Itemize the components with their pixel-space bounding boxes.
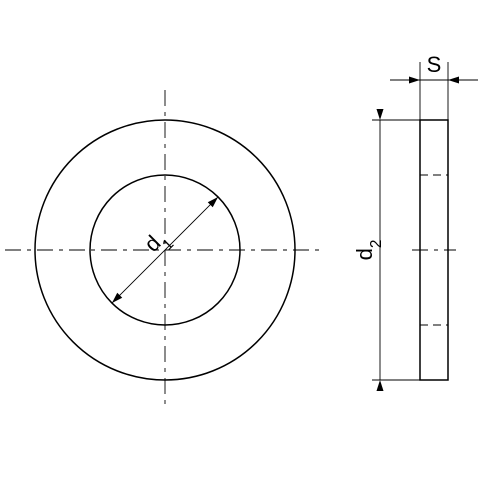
- label-s: S: [427, 52, 442, 77]
- dim-s: S: [390, 52, 478, 120]
- dim-d2: d2: [352, 109, 420, 391]
- front-view: d1: [5, 90, 325, 410]
- side-view: [412, 120, 456, 380]
